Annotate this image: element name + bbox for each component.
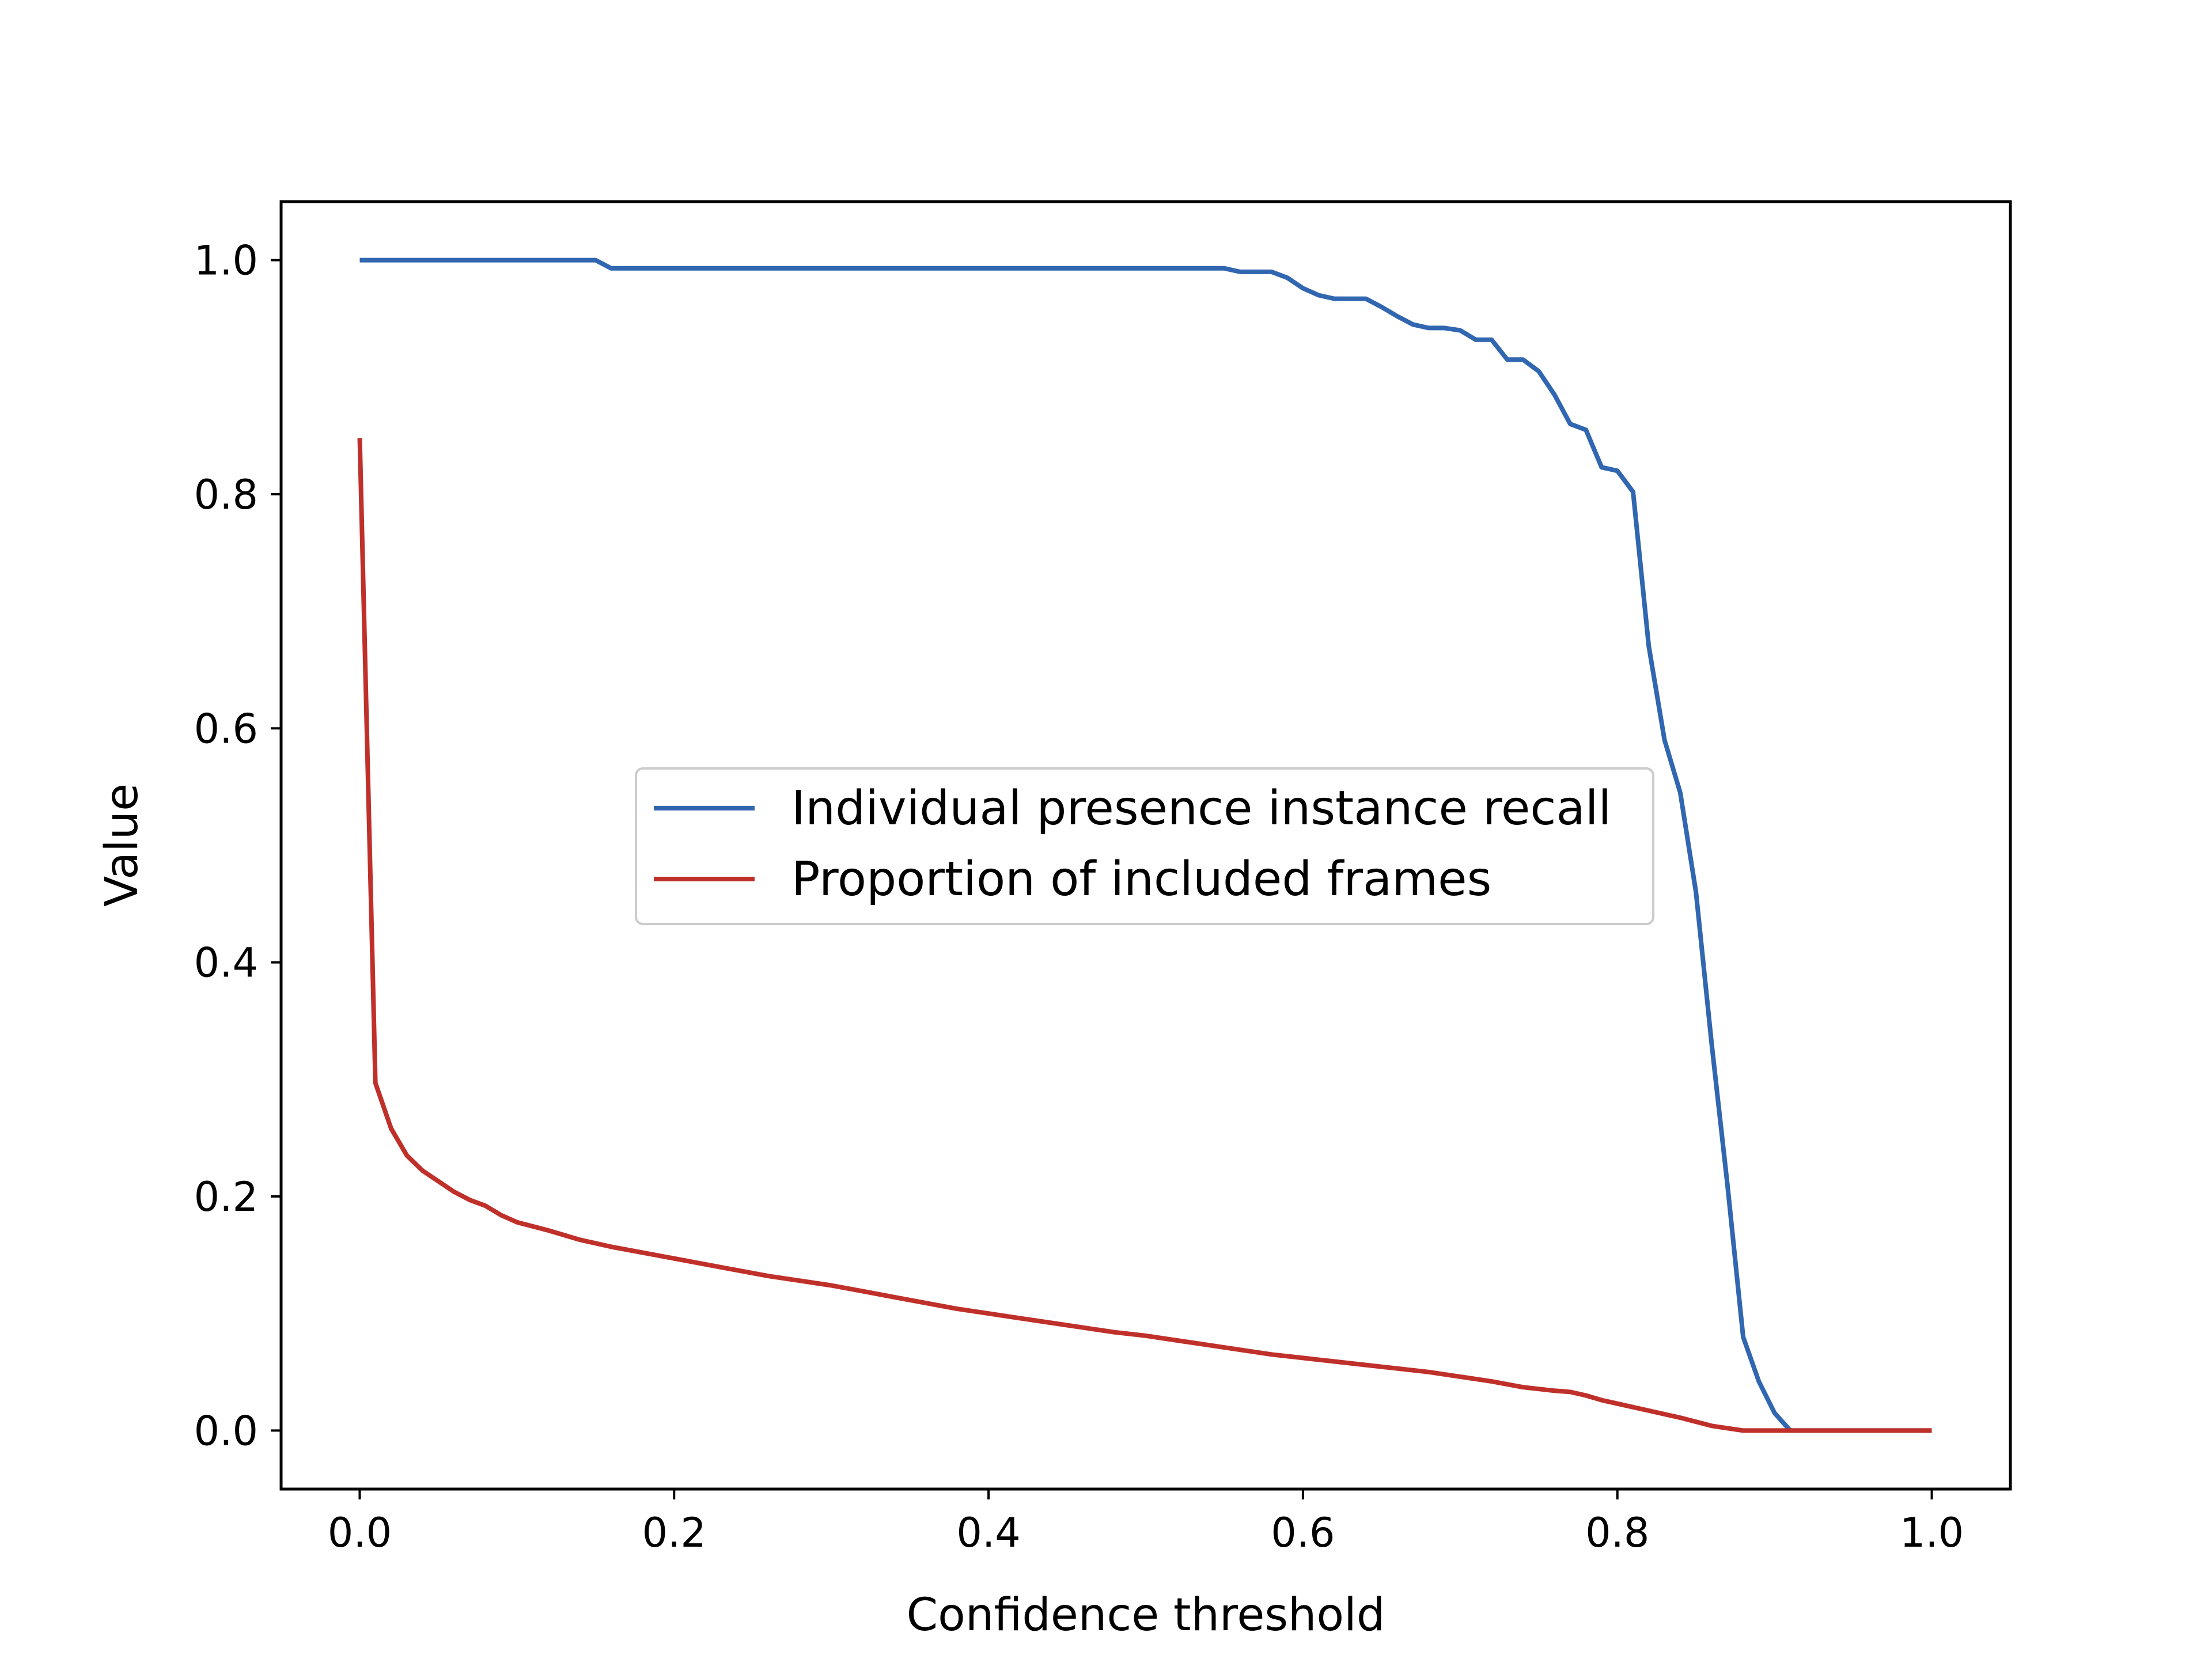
x-tick-label: 0.6 xyxy=(1271,1509,1335,1556)
legend-label-1: Individual presence instance recall xyxy=(791,781,1611,836)
y-tick-label: 0.2 xyxy=(194,1173,258,1221)
plot-frame xyxy=(279,200,2012,1491)
x-tick-label: 1.0 xyxy=(1900,1509,1964,1556)
ticks-layer: 0.0 0.2 0.4 0.6 0.8 1.0 0.0 0.2 0.4 0.6 0.8 1.0 xyxy=(194,237,1964,1556)
x-tick-label: 0.0 xyxy=(328,1509,392,1556)
x-tick-label: 0.2 xyxy=(642,1509,706,1556)
legend: Individual presence instance recall Propo… xyxy=(635,767,1654,925)
y-tick-label: 0.0 xyxy=(194,1407,258,1455)
legend-box xyxy=(635,767,1654,925)
y-tick-label: 0.8 xyxy=(194,471,258,518)
series-layer xyxy=(357,257,1932,1433)
series-line-1 xyxy=(359,257,1932,1433)
y-tick-label: 0.4 xyxy=(194,940,258,987)
series-line-2 xyxy=(357,438,1932,1433)
y-tick-label: 1.0 xyxy=(194,237,258,285)
legend-label-2: Proportion of included frames xyxy=(791,852,1491,907)
x-axis-label: Confidence threshold xyxy=(907,1589,1385,1641)
y-tick-label: 0.6 xyxy=(194,705,258,752)
x-tick-label: 0.4 xyxy=(956,1509,1020,1556)
x-tick-label: 0.8 xyxy=(1585,1509,1649,1556)
y-axis-label: Value xyxy=(96,783,148,907)
